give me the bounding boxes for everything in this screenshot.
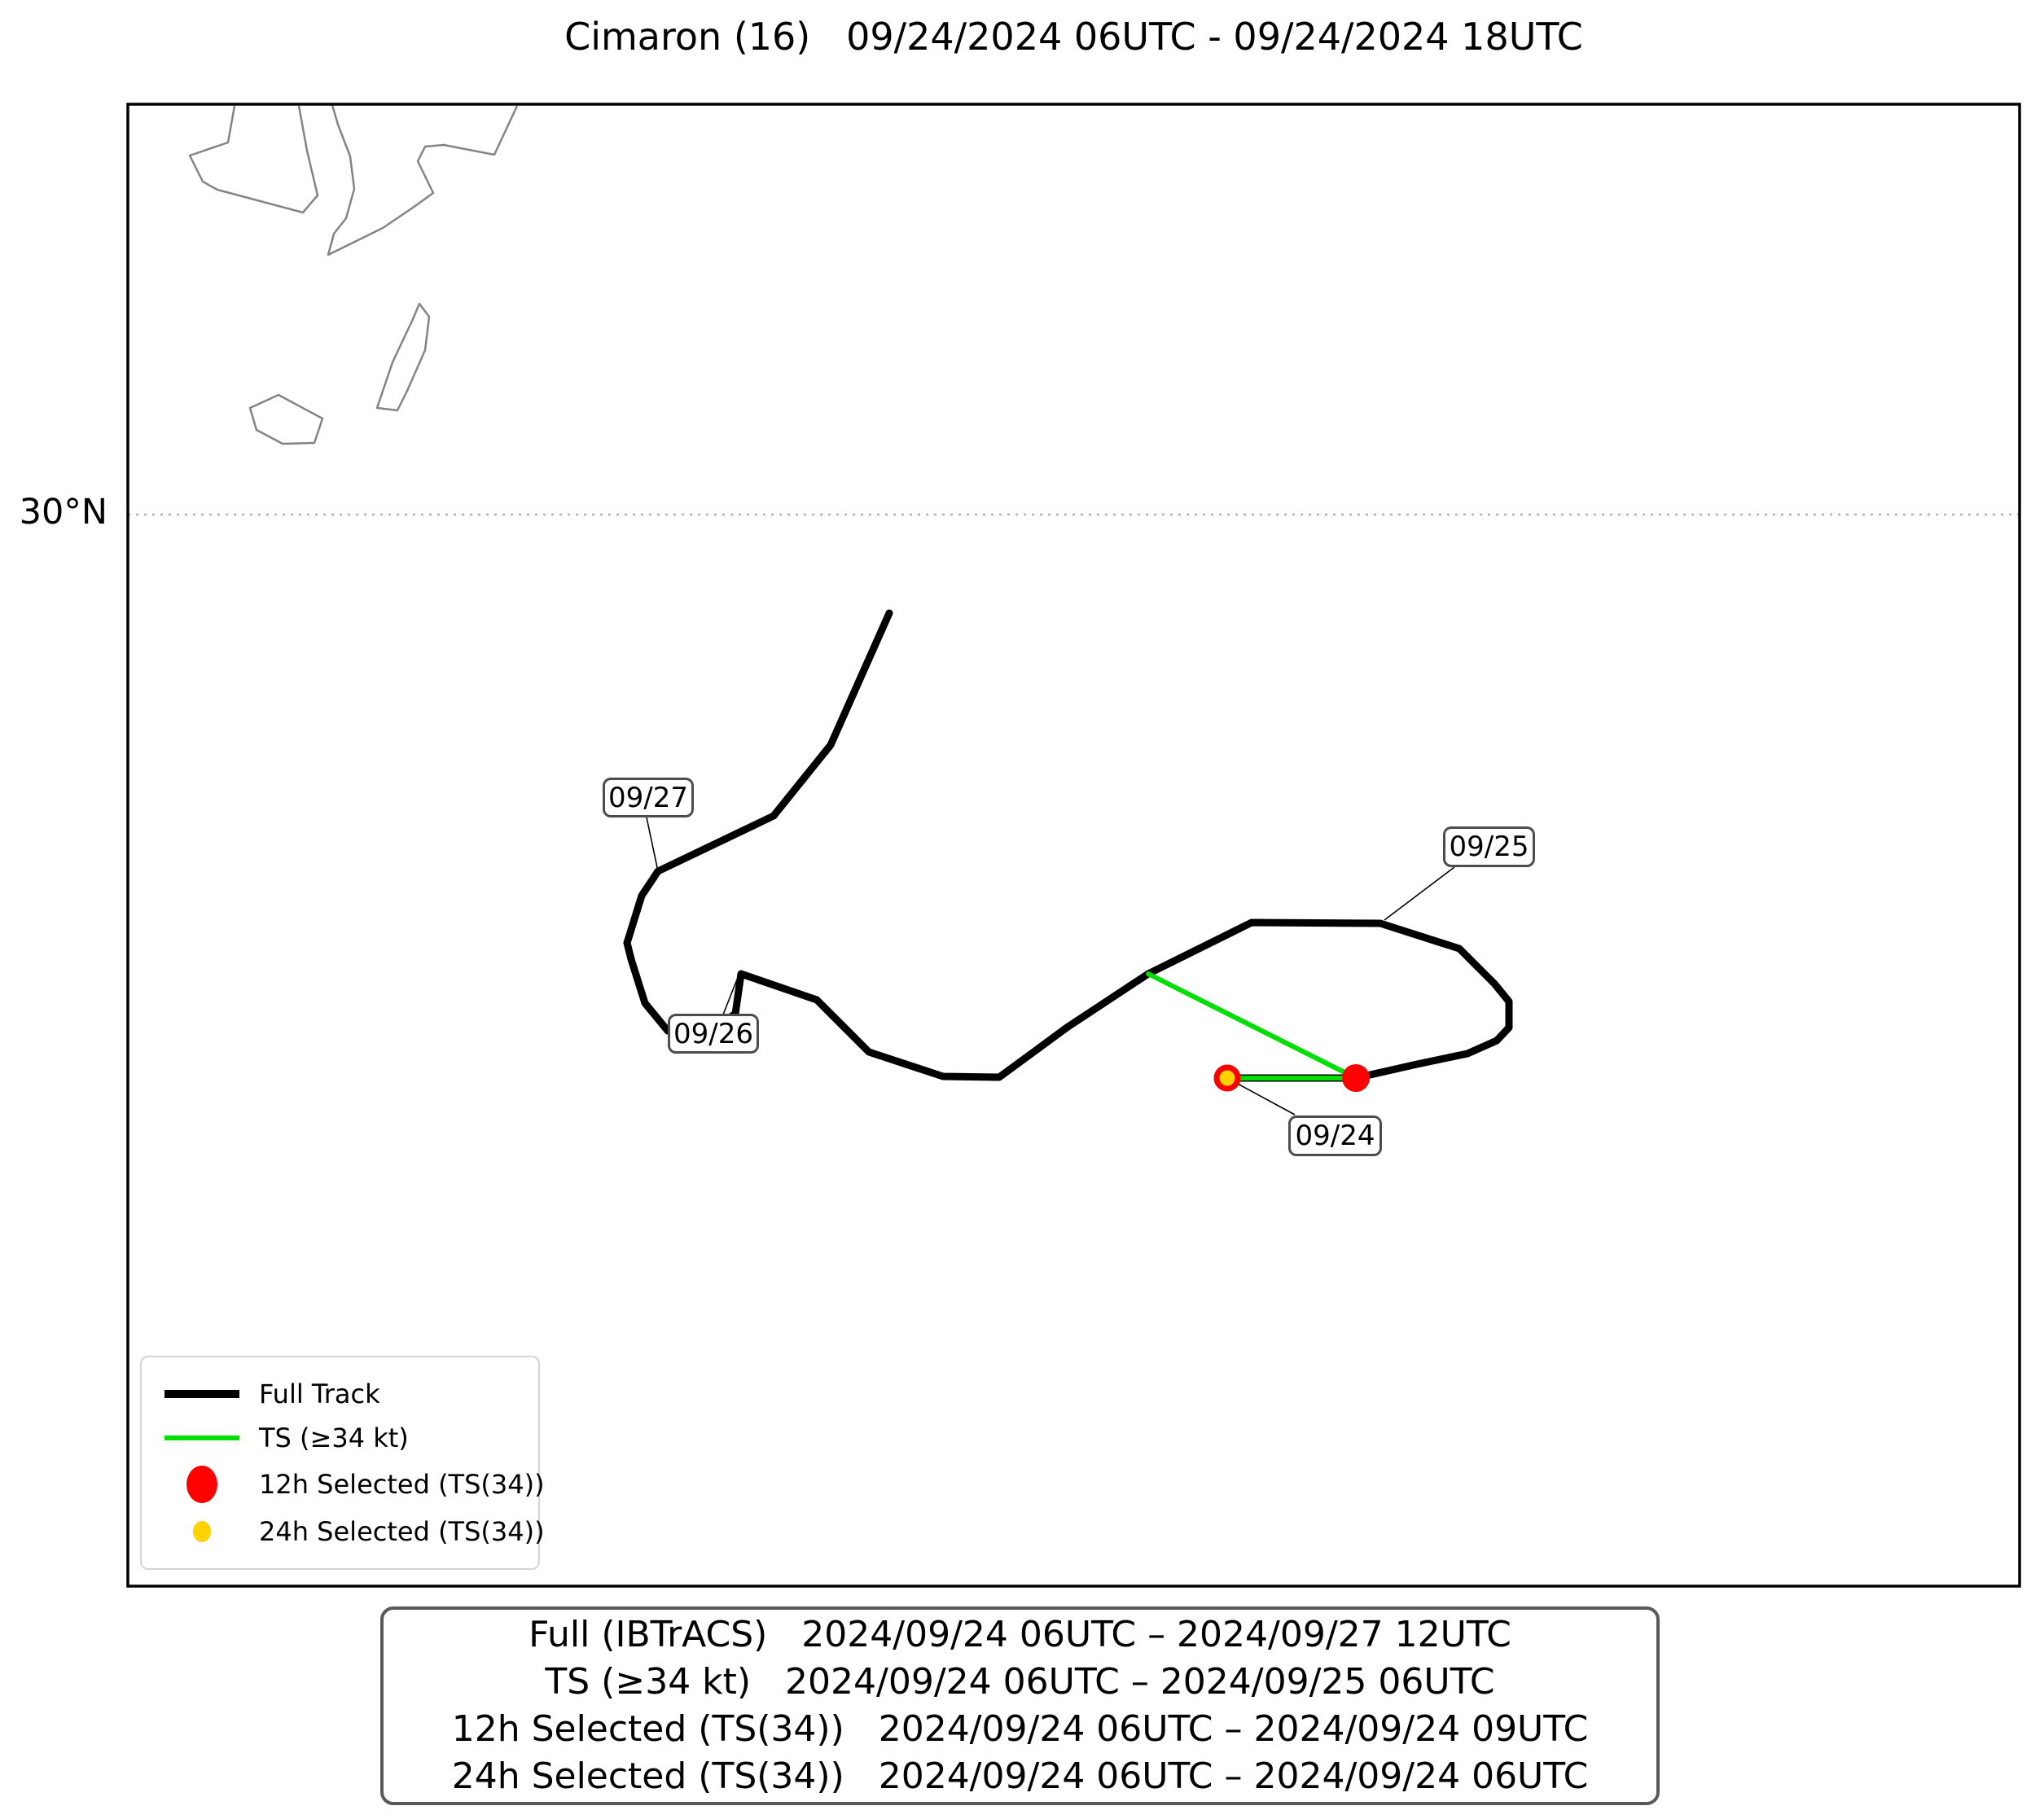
ts-segment-line-0 xyxy=(1146,971,1358,1080)
legend-item-2: 12h Selected (TS(34)) xyxy=(164,1466,545,1504)
legend-dot-icon xyxy=(164,1466,239,1504)
time-range-info-box: Full (IBTrACS) 2024/09/24 06UTC – 2024/0… xyxy=(380,1606,1660,1805)
legend-item-3: 24h Selected (TS(34)) xyxy=(164,1516,545,1547)
legend-marker xyxy=(193,1521,211,1543)
marker-24h-selected xyxy=(1213,1064,1241,1092)
legend-label: 12h Selected (TS(34)) xyxy=(259,1469,545,1501)
date-label-09-27: 09/27 xyxy=(603,778,694,817)
full-track-line xyxy=(623,609,1513,1082)
coast-east-landmass xyxy=(327,104,519,256)
legend-label: Full Track xyxy=(259,1378,380,1409)
leader-line-09-26 xyxy=(722,979,738,1015)
info-line-full: Full (IBTrACS) 2024/09/24 06UTC – 2024/0… xyxy=(529,1614,1511,1655)
leader-line-09-27 xyxy=(646,817,659,872)
leader-line-09-24 xyxy=(1235,1082,1296,1116)
date-label-09-25: 09/25 xyxy=(1443,826,1535,867)
coast-island-pentagon xyxy=(248,393,324,445)
date-label-09-24: 09/24 xyxy=(1288,1116,1382,1156)
leader-line-09-25 xyxy=(1384,866,1455,921)
marker-12h-selected xyxy=(1342,1064,1370,1092)
coast-island-elongated xyxy=(375,302,431,412)
legend-item-1: TS (≥34 kt) xyxy=(164,1422,538,1453)
legend-line-swatch xyxy=(164,1435,239,1440)
legend-item-0: Full Track xyxy=(164,1378,538,1409)
plot-title: Cimaron (16) 09/24/2024 06UTC - 09/24/20… xyxy=(564,15,1583,59)
legend-marker xyxy=(186,1466,217,1504)
legend-label: TS (≥34 kt) xyxy=(259,1422,409,1453)
legend-line-swatch xyxy=(164,1389,239,1398)
info-line-12h: 12h Selected (TS(34)) 2024/09/24 06UTC –… xyxy=(451,1708,1589,1750)
legend-marker xyxy=(164,1389,239,1398)
lat-tick-label-30n: 30°N xyxy=(19,492,107,533)
legend-marker xyxy=(164,1435,239,1440)
track-legend: Full Track TS (≥34 kt) 12h Selected (TS(34… xyxy=(140,1356,545,1570)
date-label-09-26: 09/26 xyxy=(668,1014,759,1054)
info-line-24h: 24h Selected (TS(34)) 2024/09/24 06UTC –… xyxy=(451,1755,1589,1797)
legend-label: 24h Selected (TS(34)) xyxy=(259,1516,545,1548)
plot-border xyxy=(126,103,2021,1588)
info-line-ts: TS (≥34 kt) 2024/09/24 06UTC – 2024/09/2… xyxy=(545,1661,1495,1703)
legend-dot-icon xyxy=(164,1521,239,1543)
coast-west-landmass xyxy=(188,105,319,214)
